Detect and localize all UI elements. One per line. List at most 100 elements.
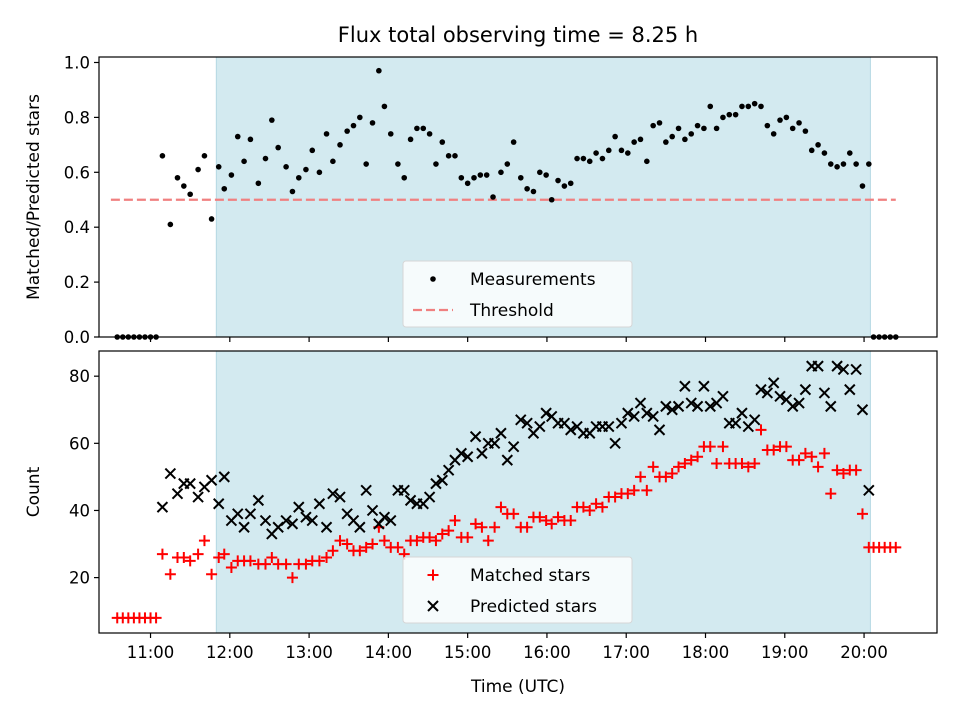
matched-star-point [799,447,811,459]
predicted-star-point [404,494,417,507]
predicted-star-point [205,474,218,486]
matched-star-point [628,484,640,496]
measurement-point [464,180,471,187]
measurement-point [593,150,599,156]
measurement-point [303,166,309,173]
measurement-point [426,131,433,137]
measurement-point [567,180,574,187]
matched-star-point [717,441,729,453]
y-tick-label: 0.6 [64,163,90,182]
matched-star-point [164,568,176,580]
measurement-point [208,216,215,222]
matched-star-point [334,535,346,547]
predicted-star-point [628,410,640,423]
predicted-star-point [313,498,326,510]
matched-star-point [300,558,312,570]
matched-star-point [206,568,218,580]
matched-star-point [327,545,339,557]
predicted-star-point [653,424,666,436]
predicted-star-point [647,410,659,423]
matched-star-point [641,484,653,496]
predicted-star-point [280,514,292,527]
predicted-star-point [259,514,272,527]
matched-star-point [286,572,298,584]
measurement-point [530,188,537,195]
predicted-star-point [565,424,577,436]
measurement-point [363,161,369,167]
predicted-star-point [300,511,312,523]
measurement-point [726,111,733,118]
matched-star-point [825,488,837,500]
y-tick-label: 40 [69,501,90,520]
predicted-star-point [192,491,204,503]
matched-star-point [609,491,621,503]
legend-box [402,260,633,328]
predicted-star-point [461,451,474,463]
matched-star-point [184,555,196,567]
predicted-star-point [385,514,397,527]
measurement-point [445,153,452,159]
predicted-star-point [164,467,177,480]
measurement-point [688,131,695,137]
y-tick-label: 0.0 [64,328,90,347]
x-tick-label: 19:00 [761,643,809,662]
measurement-point [407,136,414,143]
measurement-point [866,161,872,167]
predicted-star-point [774,390,786,403]
measurement-point [859,183,866,189]
measurement-point [802,128,809,134]
ratio-panel: 0.0 0.2 0.4 0.6 0.8 1.0 Matched/Predicted star… [24,53,938,347]
y-tick-label: 0.2 [64,273,90,292]
measurement-point [387,131,394,137]
measurement-point [414,125,420,132]
matched-star-point [546,518,558,530]
axes-frame [98,350,938,634]
predicted-star-point [641,407,653,419]
y-tick-label: 20 [69,569,90,588]
measurement-point [631,139,637,145]
measurement-point [846,150,853,156]
measurement-point [275,144,281,151]
predicted-star-point [767,377,780,389]
measurement-point [537,169,543,176]
predicted-star-point [609,437,621,450]
predicted-star-point [244,508,257,520]
predicted-star-point [856,404,869,416]
predicted-star-point [507,440,520,453]
x-tick-label: 15:00 [444,643,492,662]
matched-star-point [213,551,225,563]
predicted-star-point [863,484,875,497]
matched-star-point [341,538,353,550]
predicted-star-point [844,383,856,396]
matched-star-point [259,558,271,570]
matched-star-point [856,508,868,520]
measurement-point [504,161,511,167]
matched-star-point [565,515,577,527]
predicted-star-point [495,427,507,439]
measurement-point [543,172,549,178]
x-tick-label: 17:00 [602,643,650,662]
matched-star-point [704,441,716,453]
matched-star-point [424,531,436,543]
y-tick-label: 0.8 [64,108,90,127]
predicted-star-point [748,414,761,426]
predicted-star-point [378,511,391,523]
matched-star-point [736,457,748,469]
matched-star-point [711,457,723,469]
matched-star-point [192,548,204,560]
matched-star-point [534,511,546,523]
measurement-point [618,147,625,154]
matched-star-point [378,535,390,547]
predicted-star-point [666,404,678,416]
matched-star-point [392,541,404,553]
matched-star-point [755,424,767,436]
measurement-point [289,188,296,195]
y-tick-label: 0.4 [64,218,90,237]
predicted-star-point [366,504,379,517]
matched-star-point [150,612,162,624]
measurement-point [433,161,439,167]
measurement-point [381,103,388,110]
matched-star-point [178,551,190,563]
matched-star-point [590,498,602,510]
predicted-star-point [436,474,448,486]
